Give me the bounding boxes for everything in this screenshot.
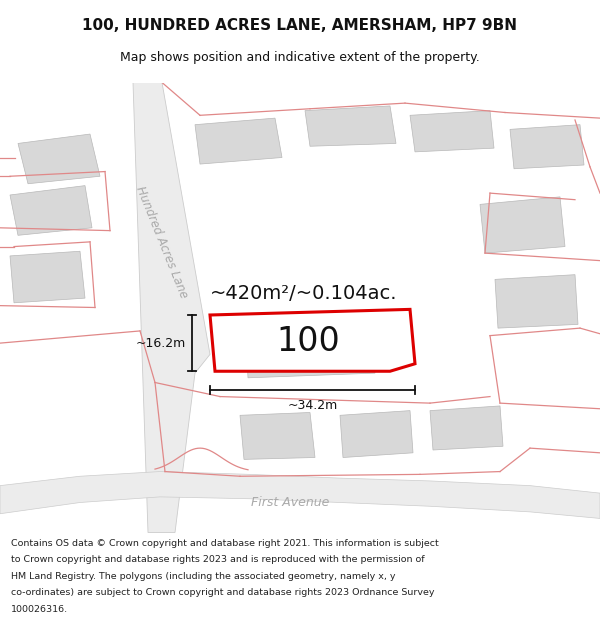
Text: First Avenue: First Avenue: [251, 496, 329, 509]
Polygon shape: [430, 406, 503, 450]
Polygon shape: [340, 411, 413, 458]
Polygon shape: [195, 118, 282, 164]
Polygon shape: [245, 315, 375, 378]
Polygon shape: [18, 134, 100, 184]
Text: HM Land Registry. The polygons (including the associated geometry, namely x, y: HM Land Registry. The polygons (includin…: [11, 572, 395, 581]
Polygon shape: [410, 111, 494, 152]
Text: 100026316.: 100026316.: [11, 605, 68, 614]
Text: ~34.2m: ~34.2m: [287, 399, 338, 412]
Polygon shape: [305, 106, 396, 146]
Text: co-ordinates) are subject to Crown copyright and database rights 2023 Ordnance S: co-ordinates) are subject to Crown copyr…: [11, 588, 434, 598]
Text: Contains OS data © Crown copyright and database right 2021. This information is : Contains OS data © Crown copyright and d…: [11, 539, 439, 548]
Polygon shape: [10, 186, 92, 235]
Text: Hundred Acres Lane: Hundred Acres Lane: [134, 184, 190, 300]
Text: 100, HUNDRED ACRES LANE, AMERSHAM, HP7 9BN: 100, HUNDRED ACRES LANE, AMERSHAM, HP7 9…: [83, 18, 517, 33]
Polygon shape: [210, 309, 415, 371]
Polygon shape: [495, 275, 578, 328]
Polygon shape: [480, 197, 565, 253]
Polygon shape: [10, 251, 85, 302]
Text: 100: 100: [276, 325, 340, 357]
Polygon shape: [0, 471, 600, 519]
Text: ~16.2m: ~16.2m: [136, 337, 186, 349]
Polygon shape: [240, 412, 315, 459]
Polygon shape: [510, 125, 584, 169]
Text: ~420m²/~0.104ac.: ~420m²/~0.104ac.: [210, 284, 398, 303]
Text: Map shows position and indicative extent of the property.: Map shows position and indicative extent…: [120, 51, 480, 64]
Polygon shape: [133, 82, 210, 532]
Text: to Crown copyright and database rights 2023 and is reproduced with the permissio: to Crown copyright and database rights 2…: [11, 556, 424, 564]
